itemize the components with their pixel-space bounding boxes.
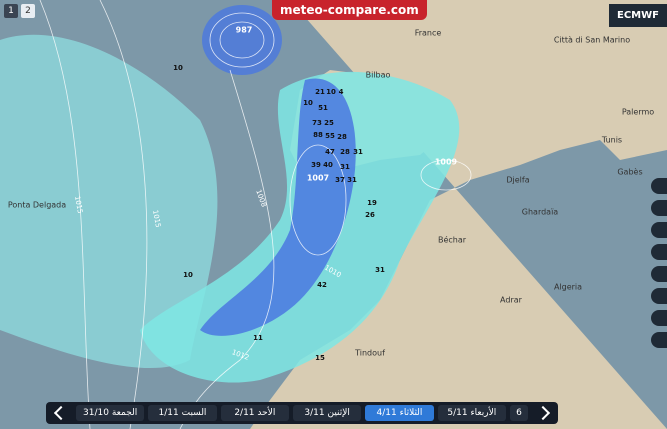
sidebar-button[interactable]	[651, 178, 667, 194]
next-arrow[interactable]	[535, 405, 551, 421]
place-label: Palermo	[622, 108, 654, 117]
day-button[interactable]: السبت 1/11	[148, 405, 217, 421]
view-button[interactable]: 1	[4, 4, 18, 18]
sidebar-button[interactable]	[651, 288, 667, 304]
precip-label: 28	[337, 133, 347, 141]
precip-label: 10	[326, 88, 336, 96]
land-italy	[500, 0, 630, 70]
precip-label: 55	[325, 132, 335, 140]
precip-label: 42	[317, 281, 327, 289]
precip-label: 31	[353, 148, 363, 156]
precip-label: 21	[315, 88, 325, 96]
place-label: Città di San Marino	[554, 36, 630, 45]
place-label: Adrar	[500, 296, 523, 305]
precip-label: 10	[303, 99, 313, 107]
precip-label: 28	[340, 148, 350, 156]
precip-label: 25	[324, 119, 334, 127]
model-badge[interactable]: ECMWF	[609, 4, 667, 27]
pressure-center: 987	[236, 26, 253, 35]
place-label: Béchar	[438, 235, 467, 245]
place-label: Tunis	[601, 136, 622, 145]
brand[interactable]: meteo-compare.com	[272, 0, 427, 20]
precip-label: 31	[375, 266, 385, 274]
place-label: Ghardaïa	[522, 208, 559, 217]
sidebar-button[interactable]	[651, 332, 667, 348]
place-label: France	[415, 29, 442, 38]
place-label: Ponta Delgada	[8, 201, 66, 210]
precip-label: 15	[315, 354, 325, 362]
day-button[interactable]: الثلاثاء 4/11	[365, 405, 434, 421]
sidebar-button[interactable]	[651, 200, 667, 216]
day-button[interactable]: الجمعة 31/10	[76, 405, 145, 421]
precip-label: 19	[367, 199, 377, 207]
sidebar-button[interactable]	[651, 310, 667, 326]
low-pressure-area	[202, 5, 282, 75]
place-label: Gabès	[617, 167, 642, 177]
place-label: Djelfa	[506, 176, 529, 185]
isobar-label: 1015	[151, 209, 162, 228]
prev-arrow[interactable]	[53, 405, 69, 421]
isobars	[39, 0, 472, 429]
precip-label: 4	[339, 88, 344, 96]
place-label: Algeria	[554, 283, 582, 292]
precip-label: 40	[323, 161, 333, 169]
precip-label: 47	[325, 148, 335, 156]
precip-label: 39	[311, 161, 321, 169]
precip-label: 10	[183, 271, 193, 279]
precip-light	[0, 34, 218, 369]
land-africa	[250, 0, 667, 429]
place-label: Tindouf	[354, 349, 385, 358]
precip-heavy	[200, 78, 356, 336]
sidebar-button[interactable]	[651, 244, 667, 260]
sidebar-button[interactable]	[651, 266, 667, 282]
sidebar	[651, 178, 667, 348]
day-button[interactable]: الأربعاء 5/11	[437, 405, 506, 421]
precip-label: 31	[340, 163, 350, 171]
day-button[interactable]: 6	[509, 405, 528, 421]
timeline: الجمعة 31/10 السبت 1/11 الأحد 2/11 الإثنين …	[46, 402, 558, 424]
precip-label: 10	[173, 64, 183, 72]
precip-label: 37	[335, 176, 345, 184]
pressure-center: 1007	[307, 174, 329, 183]
precip-label: 31	[347, 176, 357, 184]
sidebar-button[interactable]	[651, 222, 667, 238]
precip-label: 11	[253, 334, 263, 342]
place-label: Bilbao	[366, 71, 391, 80]
precip-label: 88	[313, 131, 323, 139]
day-button[interactable]: الأحد 2/11	[220, 405, 289, 421]
view-button[interactable]: 2	[21, 4, 35, 18]
precip-label: 26	[365, 211, 375, 219]
precip-label: 51	[318, 104, 328, 112]
precip-label: 73	[312, 119, 322, 127]
day-button[interactable]: الإثنين 3/11	[292, 405, 362, 421]
pressure-center: 1009	[435, 158, 458, 167]
isobar-label: 1015	[73, 195, 84, 214]
